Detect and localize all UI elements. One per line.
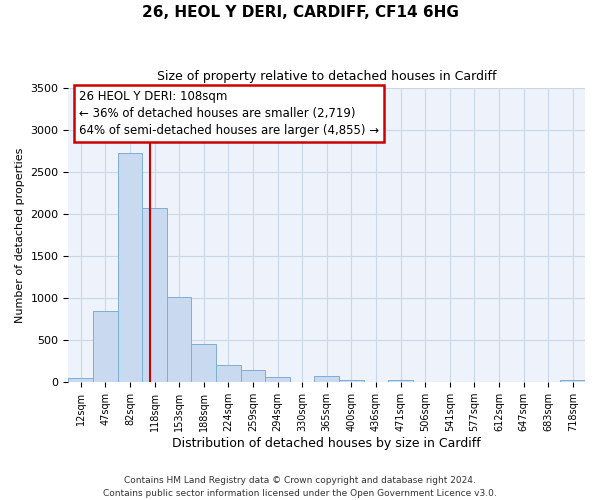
Bar: [339, 380, 364, 382]
Title: Size of property relative to detached houses in Cardiff: Size of property relative to detached ho…: [157, 70, 496, 83]
Bar: [241, 370, 265, 382]
Bar: [68, 378, 93, 382]
Bar: [560, 380, 585, 382]
Y-axis label: Number of detached properties: Number of detached properties: [15, 148, 25, 323]
X-axis label: Distribution of detached houses by size in Cardiff: Distribution of detached houses by size …: [172, 437, 481, 450]
Bar: [167, 298, 191, 382]
Bar: [93, 311, 118, 382]
Bar: [388, 380, 413, 382]
Bar: [314, 376, 339, 382]
Text: 26 HEOL Y DERI: 108sqm
← 36% of detached houses are smaller (2,719)
64% of semi-: 26 HEOL Y DERI: 108sqm ← 36% of detached…: [79, 90, 379, 137]
Text: 26, HEOL Y DERI, CARDIFF, CF14 6HG: 26, HEOL Y DERI, CARDIFF, CF14 6HG: [142, 5, 458, 20]
Bar: [191, 344, 216, 382]
Bar: [216, 364, 241, 382]
Bar: [265, 377, 290, 382]
Bar: [142, 208, 167, 382]
Bar: [118, 153, 142, 382]
Text: Contains HM Land Registry data © Crown copyright and database right 2024.
Contai: Contains HM Land Registry data © Crown c…: [103, 476, 497, 498]
